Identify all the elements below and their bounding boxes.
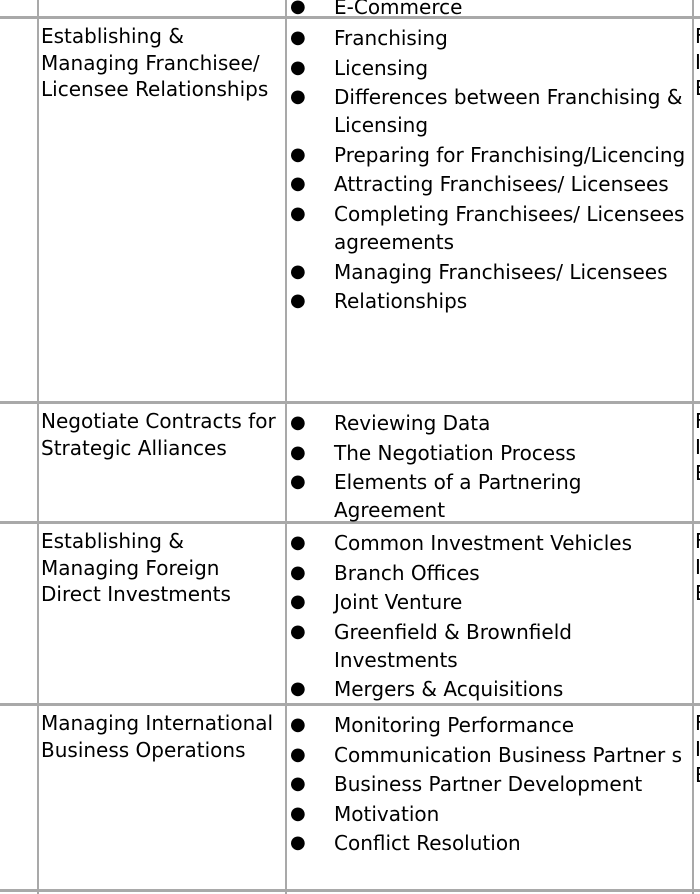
topic-cell: Negotiate Contracts for Strategic Allian… [41, 409, 276, 460]
clipped-letter: F [695, 528, 700, 554]
partial-list-item: ● E-Commerce [288, 0, 692, 19]
row-divider [0, 703, 700, 706]
bullet-dot-icon: ● [290, 743, 306, 765]
clipped-letter: I [695, 737, 700, 761]
list-item: ● Relationships [288, 287, 692, 315]
list-item: ● Elements of a Partnering Agreement [288, 468, 692, 524]
bullet-dot-icon: ● [290, 202, 306, 224]
list-item-text: Attracting Franchisees/ Licensees [334, 172, 669, 197]
list-item-text: Communication Business Partner s [334, 742, 683, 767]
column-divider [692, 0, 694, 894]
list-item: ● Mergers & Acquisitions [288, 675, 692, 703]
list-item-text: Elements of a Partnering Agreement [334, 470, 582, 523]
list-item: ● Managing Franchisees/ Licensees [288, 258, 692, 286]
row-divider [0, 889, 700, 892]
list-item: ● Attracting Franchisees/ Licensees [288, 170, 692, 198]
bullet-dot-icon: ● [290, 773, 306, 795]
list-item-text: The Negotiation Process [334, 440, 576, 465]
row-divider [0, 401, 700, 404]
clipped-letter: I [695, 50, 700, 74]
clipped-column-text: FIE [695, 710, 700, 788]
list-item: ● Franchising [288, 24, 692, 52]
bullet-dot-icon: ● [290, 0, 306, 17]
subtopic-list: ● Monitoring Performance ● Communication Bu… [288, 711, 692, 859]
bullet-dot-icon: ● [290, 832, 306, 854]
list-item: ● Common Investment Vehicles [288, 529, 692, 557]
list-item: ● Differences between Franchising & Licen… [288, 83, 692, 139]
bullet-dot-icon: ● [290, 471, 306, 493]
list-item: ● The Negotiation Process [288, 439, 692, 467]
bullet-dot-icon: ● [290, 86, 306, 108]
list-item-text: Motivation [334, 801, 440, 826]
list-item: ● Completing Franchisees/ Licensees agree… [288, 200, 692, 256]
bullet-dot-icon: ● [290, 561, 306, 583]
list-item: ● Business Partner Development [288, 770, 692, 798]
bullet-dot-icon: ● [290, 27, 306, 48]
topic-cell: Establishing & Managing Franchisee/ Lice… [41, 24, 269, 102]
list-item: ● Reviewing Data [288, 409, 692, 437]
bullet-dot-icon: ● [290, 591, 306, 613]
bullet-dot-icon: ● [290, 260, 306, 282]
clipped-letter: F [695, 408, 700, 434]
list-item: ● Greenfield & Brownfield Investments [288, 618, 692, 674]
clipped-letter: E [695, 75, 700, 101]
bullet-dot-icon: ● [290, 714, 306, 735]
clipped-letter: E [695, 580, 700, 606]
list-item: ● Joint Venture [288, 588, 692, 616]
clipped-letter: E [695, 762, 700, 788]
list-item-text: Differences between Franchising & Licens… [334, 85, 683, 138]
clipped-column-text: FIE [695, 23, 700, 101]
row-divider [0, 16, 700, 19]
list-item-text: Branch Offices [334, 560, 480, 585]
list-item-text: Licensing [334, 55, 429, 80]
list-item: ● Conflict Resolution [288, 829, 692, 857]
bullet-dot-icon: ● [290, 441, 306, 463]
clipped-column-text: FIE [695, 408, 700, 486]
list-item-text: Monitoring Performance [334, 713, 575, 737]
column-divider [285, 0, 287, 894]
bullet-dot-icon: ● [290, 173, 306, 195]
list-item-text: Joint Venture [334, 590, 463, 615]
subtopic-list: ● Franchising ● Licensing ● Differences betwe… [288, 24, 692, 317]
list-item: ● Motivation [288, 800, 692, 828]
subtopic-list: ● Common Investment Vehicles ● Branch Offic… [288, 529, 692, 705]
list-item: ● Preparing for Franchising/Licencing [288, 141, 692, 169]
bullet-dot-icon: ● [290, 678, 306, 700]
clipped-letter: E [695, 460, 700, 486]
clipped-column-text: FIE [695, 528, 700, 606]
bullet-dot-icon: ● [290, 532, 306, 553]
list-item-text: Reviewing Data [334, 411, 491, 435]
column-divider [37, 0, 39, 894]
bullet-dot-icon: ● [290, 412, 306, 433]
bullet-dot-icon: ● [290, 143, 306, 165]
list-item: ● Monitoring Performance [288, 711, 692, 739]
list-item-text: Preparing for Franchising/Licencing [334, 142, 686, 167]
row-divider [0, 521, 700, 524]
bullet-dot-icon: ● [290, 290, 306, 312]
list-item-text: Common Investment Vehicles [334, 531, 633, 555]
list-item: ● Communication Business Partner s [288, 741, 692, 769]
clipped-letter: I [695, 435, 700, 459]
list-item-text: E-Commerce [334, 0, 463, 19]
list-item-text: Mergers & Acquisitions [334, 677, 564, 702]
clipped-letter: F [695, 710, 700, 736]
topic-cell: Managing International Business Operatio… [41, 711, 274, 762]
list-item-text: Conflict Resolution [334, 831, 521, 856]
list-item-text: Relationships [334, 289, 468, 314]
list-item-text: Greenfield & Brownfield Investments [334, 619, 572, 672]
list-item-text: Managing Franchisees/ Licensees [334, 259, 668, 284]
bullet-dot-icon: ● [290, 56, 306, 78]
topic-cell: Establishing & Managing Foreign Direct I… [41, 529, 231, 607]
bullet-dot-icon: ● [290, 620, 306, 642]
subtopic-list: ● Reviewing Data ● The Negotiation Process ●… [288, 409, 692, 526]
clipped-letter: I [695, 555, 700, 579]
list-item-text: Completing Franchisees/ Licensees agreem… [334, 201, 685, 254]
list-item-text: Franchising [334, 26, 448, 50]
bullet-dot-icon: ● [290, 802, 306, 824]
list-item: ● Branch Offices [288, 559, 692, 587]
list-item-text: Business Partner Development [334, 772, 643, 797]
list-item: ● Licensing [288, 54, 692, 82]
clipped-letter: F [695, 23, 700, 49]
